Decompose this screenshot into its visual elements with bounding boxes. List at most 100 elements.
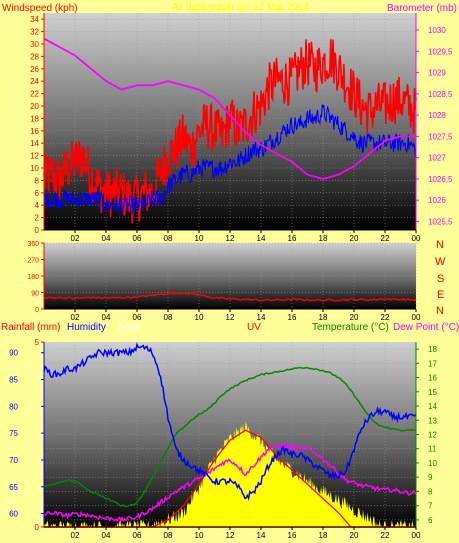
- temp-x-tick-label: 14: [257, 531, 266, 540]
- temperature-tick-label: 12: [428, 431, 437, 440]
- wind-x-tick-label: 06: [133, 234, 142, 243]
- humidity-tick-label: 80: [9, 402, 18, 411]
- wind-x-tick-label: 08: [164, 234, 173, 243]
- direction-x-tick-label: 08: [164, 313, 173, 322]
- barometer-axis-label: Barometer (mb): [387, 3, 457, 14]
- rainfall-tick-label: 0: [35, 523, 40, 532]
- temperature-tick-label: 16: [428, 374, 437, 383]
- direction-x-tick-label: 04: [102, 313, 111, 322]
- direction-x-tick-label: 20: [350, 313, 359, 322]
- temperature-tick-label: 10: [428, 459, 437, 468]
- temp-x-tick-label: 04: [102, 531, 111, 540]
- barometer-line: [43, 37, 416, 180]
- wind-x-tick-label: 10: [195, 234, 204, 243]
- windspeed-line: [43, 39, 417, 224]
- humidity-tick-label: 60: [9, 510, 18, 519]
- direction-x-tick-label: 02: [71, 313, 80, 322]
- temperature-panel-axes: 60 65 70 75 80 85 90 0 5 6 7 8 9 10 11 12 13 14 15 16 17 18 02…: [9, 338, 437, 540]
- wind-y-tick-label: 34: [30, 15, 39, 24]
- barometer-tick-label: 1028,5: [428, 90, 453, 99]
- humidity-tick-label: 65: [9, 483, 18, 492]
- temp-x-tick-label: 00: [412, 531, 421, 540]
- wind-y-tick-label: 32: [30, 28, 39, 37]
- temp-x-tick-label: 18: [319, 531, 328, 540]
- wind-y-tick-label: 24: [30, 77, 39, 86]
- humidity-tick-label: 75: [9, 429, 18, 438]
- wind-y-tick-label: 22: [30, 90, 39, 99]
- temp-x-tick-label: 20: [350, 531, 359, 540]
- humidity-legend-label: Humidity: [67, 322, 106, 333]
- temp-x-tick-label: 08: [164, 531, 173, 540]
- barometer-tick-label: 1025,5: [428, 217, 453, 226]
- wind-x-tick-label: 00: [412, 234, 421, 243]
- wind-x-tick-label: 22: [381, 234, 390, 243]
- uv-legend-label: UV: [247, 322, 261, 333]
- compass-w: W: [435, 256, 446, 268]
- temp-x-tick-label: 06: [133, 531, 142, 540]
- dewpoint-legend-label: Dew Point (°C): [393, 322, 459, 333]
- temperature-tick-label: 6: [428, 516, 433, 525]
- humidity-line: [43, 342, 417, 501]
- solar-area: [44, 421, 416, 527]
- wind-y-tick-label: 28: [30, 52, 39, 61]
- wind-y-tick-label: 20: [30, 102, 39, 111]
- barometer-tick-label: 1026,5: [428, 175, 453, 184]
- direction-y-tick-label: 180: [27, 274, 39, 281]
- temp-x-tick-label: 10: [195, 531, 204, 540]
- average-windspeed-line: [43, 104, 417, 215]
- wind-y-tick-label: 4: [35, 201, 40, 210]
- wind-y-tick-label: 26: [30, 65, 39, 74]
- direction-x-tick-label: 06: [133, 313, 142, 322]
- wind-panel-axes: 02468101214161820222426283032341025,5102…: [30, 13, 453, 243]
- compass-n-bottom: N: [436, 305, 444, 317]
- direction-panel-axes: 0 90 180 270 360 02 04 06 08 10 12 14 16 18 20 22 00: [27, 241, 421, 322]
- temp-x-tick-label: 16: [288, 531, 297, 540]
- direction-x-tick-label: 18: [319, 313, 328, 322]
- wind-y-tick-label: 18: [30, 114, 39, 123]
- direction-x-tick-label: 00: [412, 313, 421, 322]
- temperature-tick-label: 13: [428, 416, 437, 425]
- wind-y-tick-label: 30: [30, 40, 39, 49]
- compass-n-top: N: [436, 239, 444, 251]
- temperature-tick-label: 11: [428, 445, 437, 454]
- direction-x-tick-label: 14: [257, 313, 266, 322]
- barometer-tick-label: 1029,5: [428, 47, 453, 56]
- wind-panel-series: [43, 37, 417, 224]
- temperature-tick-label: 18: [428, 345, 437, 354]
- wind-y-tick-label: 6: [35, 189, 40, 198]
- wind-y-tick-label: 14: [30, 139, 39, 148]
- wind-y-tick-label: 2: [35, 214, 40, 223]
- barometer-tick-label: 1029: [428, 69, 446, 78]
- dewpoint-line: [43, 442, 417, 523]
- wind-x-tick-label: 16: [288, 234, 297, 243]
- temperature-tick-label: 17: [428, 359, 437, 368]
- humidity-tick-label: 85: [9, 376, 18, 385]
- temp-x-tick-label: 22: [381, 531, 390, 540]
- direction-y-tick-label: 0: [35, 307, 39, 314]
- barometer-tick-label: 1028: [428, 111, 446, 120]
- wind-y-tick-label: 12: [30, 152, 39, 161]
- wind-x-tick-label: 20: [350, 234, 359, 243]
- temperature-tick-label: 8: [428, 487, 433, 496]
- compass-s: S: [437, 273, 444, 285]
- wind-y-tick-label: 10: [30, 164, 39, 173]
- temp-x-tick-label: 12: [226, 531, 235, 540]
- rainfall-axis-label: Rainfall (mm): [1, 322, 60, 333]
- wind-x-tick-label: 04: [102, 234, 111, 243]
- wind-direction-line: [43, 291, 417, 302]
- wind-y-tick-label: 8: [35, 176, 40, 185]
- wind-x-tick-label: 14: [257, 234, 266, 243]
- direction-x-tick-label: 10: [195, 313, 204, 322]
- wind-y-tick-label: 0: [35, 226, 40, 235]
- temperature-tick-label: 9: [428, 473, 433, 482]
- temperature-tick-label: 7: [428, 502, 433, 511]
- direction-y-tick-label: 270: [27, 258, 39, 265]
- temperature-line: [43, 366, 416, 508]
- temperature-tick-label: 14: [428, 402, 437, 411]
- wind-y-tick-label: 16: [30, 127, 39, 136]
- barometer-tick-label: 1030: [428, 26, 446, 35]
- direction-y-tick-label: 360: [27, 241, 39, 248]
- direction-x-tick-label: 12: [226, 313, 235, 322]
